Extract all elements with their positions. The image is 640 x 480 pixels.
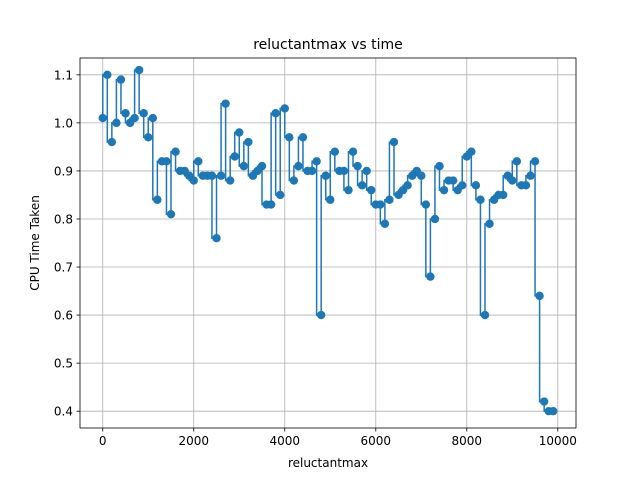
data-point <box>307 166 317 176</box>
data-point <box>480 310 490 320</box>
points-layer <box>98 65 558 416</box>
y-tick-label: 0.9 <box>54 164 73 178</box>
y-tick-label: 0.6 <box>54 309 73 323</box>
data-point <box>257 161 267 171</box>
data-point <box>298 133 308 142</box>
data-point <box>103 70 112 80</box>
data-point <box>426 272 435 281</box>
x-tick-label: 2000 <box>178 434 209 448</box>
data-point <box>521 181 531 190</box>
data-point <box>289 176 299 185</box>
data-point <box>344 185 353 195</box>
data-point <box>312 157 321 166</box>
data-point <box>266 200 276 209</box>
data-point <box>348 147 358 156</box>
plot-frame <box>79 57 577 429</box>
data-point <box>539 397 549 406</box>
data-point <box>430 214 440 224</box>
data-point <box>316 310 326 320</box>
data-point <box>134 65 144 75</box>
data-point <box>276 190 285 200</box>
x-axis-ticks: 0 2000 4000 6000 8000 10000 <box>99 428 577 448</box>
data-point <box>467 147 476 156</box>
data-point <box>230 152 239 161</box>
x-axis-label: reluctantmax <box>288 456 368 470</box>
data-point <box>189 176 198 185</box>
data-point <box>121 109 130 118</box>
data-point <box>403 181 412 190</box>
data-point <box>207 171 217 180</box>
data-point <box>353 161 362 171</box>
data-point <box>421 200 431 209</box>
y-tick-label: 0.7 <box>54 261 73 275</box>
data-point <box>285 133 294 142</box>
data-point <box>171 147 180 156</box>
data-point <box>294 161 303 171</box>
data-point <box>235 128 244 137</box>
data-point <box>435 161 444 171</box>
y-axis-label: CPU Time Taken <box>28 195 42 291</box>
data-point <box>380 219 390 228</box>
data-point <box>153 195 162 204</box>
data-point <box>448 176 458 185</box>
data-point <box>166 209 176 219</box>
data-point <box>385 195 394 204</box>
y-tick-label: 0.8 <box>54 212 73 226</box>
data-point <box>498 190 508 200</box>
data-point <box>130 113 139 123</box>
data-point <box>367 185 376 195</box>
data-point <box>439 185 449 195</box>
data-point <box>271 109 280 118</box>
data-point <box>339 166 349 176</box>
data-point <box>148 113 158 123</box>
data-point <box>530 157 540 166</box>
data-point <box>535 291 544 301</box>
data-point <box>471 181 481 190</box>
data-point <box>476 195 485 204</box>
data-point <box>330 147 340 156</box>
data-point <box>280 104 289 113</box>
x-tick-label: 10000 <box>539 434 577 448</box>
data-point <box>357 181 367 190</box>
data-point <box>326 195 335 204</box>
y-tick-label: 1.0 <box>54 116 73 130</box>
data-point <box>376 200 385 209</box>
x-tick-label: 0 <box>99 434 107 448</box>
data-point <box>389 137 399 147</box>
data-point <box>321 171 330 180</box>
data-point <box>216 171 226 180</box>
data-point <box>116 75 126 84</box>
data-point <box>244 137 253 147</box>
data-point <box>549 406 558 416</box>
y-tick-label: 0.5 <box>54 357 73 371</box>
data-point <box>194 157 203 166</box>
x-tick-label: 6000 <box>361 434 392 448</box>
data-point <box>417 171 426 180</box>
data-point <box>112 118 121 128</box>
data-point <box>225 176 235 185</box>
data-point <box>98 113 107 123</box>
data-point <box>107 137 117 147</box>
data-point <box>526 171 535 180</box>
data-point <box>139 109 148 118</box>
data-point <box>144 133 153 142</box>
y-tick-label: 1.1 <box>54 68 73 82</box>
data-point <box>239 161 249 171</box>
x-tick-label: 4000 <box>269 434 300 448</box>
x-tick-label: 8000 <box>452 434 483 448</box>
data-point <box>212 233 221 243</box>
data-point <box>512 157 522 166</box>
data-point <box>221 99 230 108</box>
data-point <box>162 157 171 166</box>
data-point <box>485 219 494 228</box>
data-point <box>508 176 517 185</box>
data-point <box>362 166 371 176</box>
chart-title: reluctantmax vs time <box>253 37 403 53</box>
data-point <box>458 181 467 190</box>
y-tick-label: 0.4 <box>54 405 73 419</box>
y-axis-ticks: 0.4 0.5 0.6 0.7 0.8 0.9 1.0 1.1 <box>54 68 80 419</box>
